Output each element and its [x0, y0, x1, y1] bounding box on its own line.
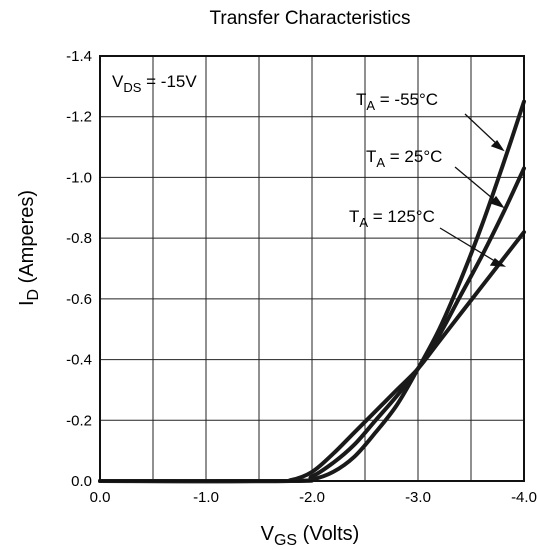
y-tick-labels: 0.0 -0.2 -0.4 -0.6 -0.8 -1.0 -1.2 -1.4 [66, 48, 92, 490]
y-tick-label: -0.4 [66, 352, 92, 369]
series-label-minus55: TA = -55°C [356, 90, 438, 113]
y-tick-label: -1.4 [66, 48, 92, 65]
x-tick-labels: 0.0 -1.0 -2.0 -3.0 -4.0 [90, 489, 537, 506]
y-tick-label: -0.8 [66, 230, 92, 247]
series-label-125: TA = 125°C [349, 207, 435, 230]
y-tick-label: 0.0 [71, 473, 92, 490]
y-tick-label: -1.0 [66, 169, 92, 186]
y-tick-label: -0.2 [66, 412, 92, 429]
leader-arrows [439, 113, 507, 267]
x-tick-label: 0.0 [90, 489, 111, 506]
condition-label: VDS = -15V [112, 72, 197, 95]
x-tick-label: -2.0 [299, 489, 325, 506]
y-axis-label: ID (Amperes) [16, 190, 42, 306]
plot-border [99, 55, 525, 482]
series-line-1 [98, 166, 526, 484]
x-tick-label: -4.0 [511, 489, 537, 506]
arrow-25 [454, 166, 499, 204]
arrow-125 [439, 227, 499, 264]
arrowhead-125 [489, 258, 507, 267]
y-tick-label: -0.6 [66, 291, 92, 308]
grid-lines [100, 56, 524, 481]
x-axis-label: VGS (Volts) [261, 523, 360, 549]
x-tick-label: -1.0 [193, 489, 219, 506]
arrowhead-25 [489, 195, 505, 209]
arrow-minus55 [464, 113, 500, 147]
y-tick-label: -1.2 [66, 109, 92, 126]
chart-title: Transfer Characteristics [210, 8, 411, 29]
plot-frame [99, 55, 525, 482]
series-label-25: TA = 25°C [366, 147, 442, 170]
arrowhead-minus55 [490, 139, 505, 152]
x-tick-label: -3.0 [405, 489, 431, 506]
